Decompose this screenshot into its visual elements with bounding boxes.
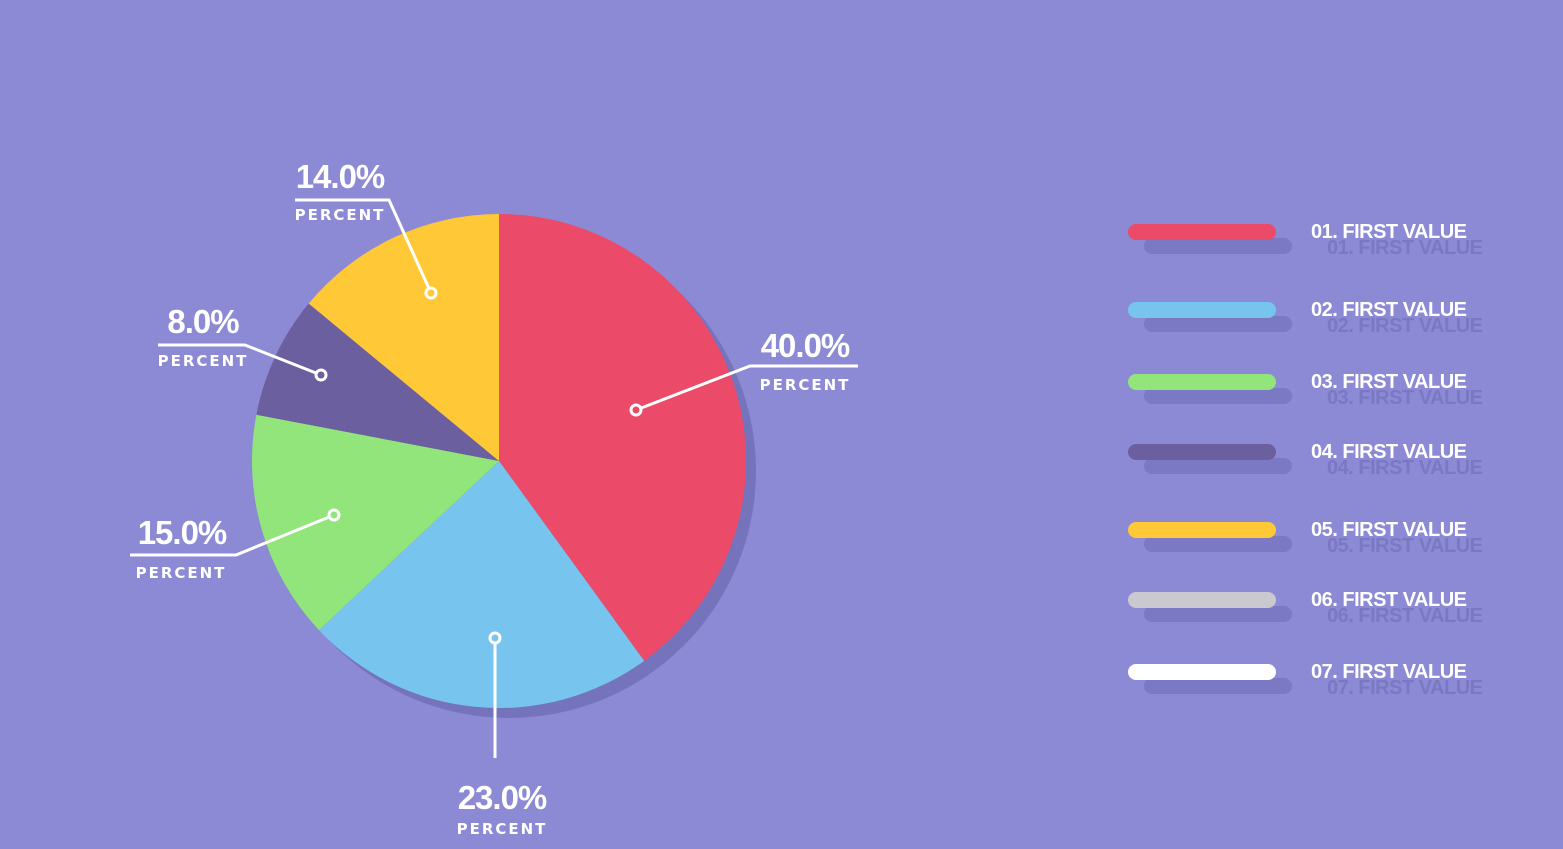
- slice-sub-label: PERCENT: [136, 564, 227, 582]
- pie-slice: [308, 213, 499, 461]
- slice-sub-label: PERCENT: [295, 206, 386, 224]
- pie-slice: [499, 214, 747, 661]
- slice-sub-label: PERCENT: [760, 376, 851, 394]
- slice-sub-label: PERCENT: [158, 352, 249, 370]
- slice-value-label: 23.0%: [458, 779, 547, 816]
- slice-sub-label: PERCENT: [457, 820, 548, 838]
- pie-slice: [256, 303, 499, 461]
- leader-dot: [629, 403, 643, 417]
- leader-line: [295, 198, 433, 294]
- pie-slice: [252, 414, 499, 631]
- leader-dot: [314, 368, 328, 382]
- leader-dot: [327, 508, 341, 522]
- leader-line: [130, 513, 335, 557]
- slice-value-label: 40.0%: [761, 327, 850, 364]
- pie-slices: [252, 213, 747, 708]
- leader-dot: [424, 286, 438, 300]
- leader-line: [158, 343, 322, 377]
- leader-dot: [488, 631, 502, 645]
- slice-value-label: 14.0%: [296, 158, 385, 195]
- pie-slice: [318, 461, 645, 708]
- pie-labels: 40.0% PERCENT 23.0% PERCENT 15.0% PERCENT 8.0%…: [130, 158, 858, 838]
- slice-value-label: 8.0%: [167, 303, 239, 340]
- leader-line: [635, 364, 858, 412]
- slice-value-label: 15.0%: [138, 514, 227, 551]
